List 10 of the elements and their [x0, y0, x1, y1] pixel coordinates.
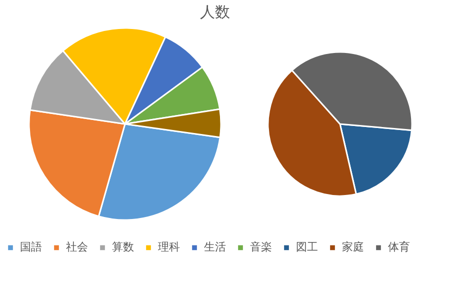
legend-label: 社会 [66, 240, 88, 254]
chart-title: 人数 [200, 3, 230, 21]
legend-label: 体育 [388, 240, 410, 254]
legend-label: 家庭 [342, 240, 364, 254]
legend-label: 図工 [296, 240, 318, 254]
legend-label: 音楽 [250, 240, 272, 254]
legend-label: 国語 [20, 240, 42, 254]
legend-label: 理科 [158, 240, 180, 254]
legend-label: 生活 [204, 240, 226, 254]
legend-label: 算数 [112, 240, 134, 254]
